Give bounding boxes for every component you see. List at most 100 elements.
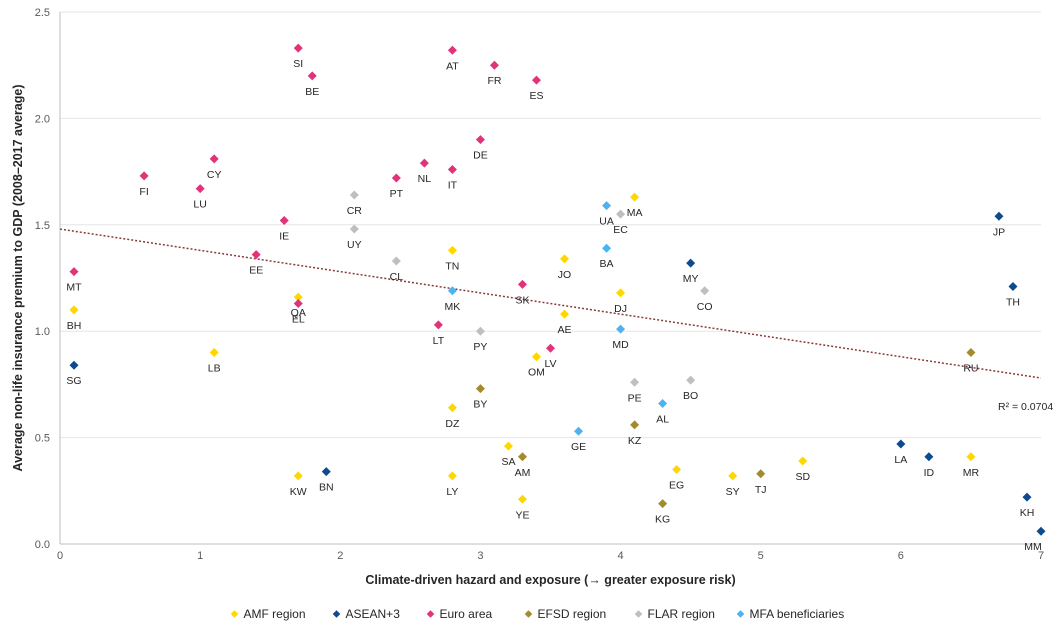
point-label-kg: KG bbox=[655, 514, 670, 526]
point-label-lu: LU bbox=[193, 199, 206, 211]
point-label-sg: SG bbox=[66, 375, 81, 387]
point-label-qa: QA bbox=[291, 307, 306, 319]
data-point-dj bbox=[616, 288, 626, 298]
point-label-pt: PT bbox=[390, 188, 404, 200]
legend-item-mfa-beneficiaries: MFA beneficiaries bbox=[736, 607, 845, 621]
point-label-kz: KZ bbox=[628, 435, 642, 447]
data-points bbox=[69, 43, 1046, 536]
data-point-mk bbox=[447, 286, 457, 296]
point-label-id: ID bbox=[924, 467, 935, 479]
point-label-fi: FI bbox=[139, 186, 148, 198]
data-point-by bbox=[475, 384, 485, 394]
r-squared-label: R² = 0.0704 bbox=[998, 401, 1053, 413]
data-point-fi bbox=[139, 171, 149, 181]
data-point-bh bbox=[69, 305, 79, 315]
data-point-el bbox=[293, 299, 303, 309]
point-label-mm: MM bbox=[1024, 541, 1042, 553]
data-point-cy bbox=[209, 154, 219, 164]
point-label-ie: IE bbox=[279, 231, 289, 243]
data-point-ae bbox=[560, 309, 570, 319]
y-tick-label: 1.5 bbox=[35, 220, 50, 232]
data-point-dz bbox=[447, 403, 457, 413]
point-label-ec: EC bbox=[613, 224, 628, 236]
data-point-lu bbox=[195, 184, 205, 194]
data-point-uy bbox=[349, 224, 359, 234]
point-label-cl: CL bbox=[390, 271, 404, 283]
point-label-dz: DZ bbox=[445, 418, 460, 430]
data-point-ly bbox=[447, 471, 457, 481]
legend-marker bbox=[634, 610, 643, 618]
data-point-kw bbox=[293, 471, 303, 481]
y-tick-label: 0.0 bbox=[35, 539, 50, 551]
grid-lines bbox=[60, 11, 1041, 439]
data-point-be bbox=[307, 71, 317, 81]
data-point-la bbox=[896, 439, 906, 449]
data-point-mt bbox=[69, 267, 79, 277]
legend: AMF region ASEAN+3 Euro area EFSD region FLA… bbox=[230, 607, 845, 621]
y-axis-label: Average non-life insurance premium to GD… bbox=[11, 85, 25, 472]
legend-item-flar-region: FLAR region bbox=[634, 607, 715, 621]
data-point-bn bbox=[321, 467, 331, 477]
data-point-th bbox=[1008, 282, 1018, 292]
x-tick-label: 2 bbox=[337, 550, 343, 562]
data-point-cl bbox=[391, 256, 401, 266]
point-label-cy: CY bbox=[207, 169, 222, 181]
data-point-my bbox=[686, 258, 696, 268]
data-point-ua bbox=[602, 201, 612, 211]
data-point-am bbox=[517, 452, 527, 462]
data-point-lb bbox=[209, 347, 219, 357]
legend-marker bbox=[524, 610, 533, 618]
legend-label: Euro area bbox=[440, 607, 493, 621]
point-label-ma: MA bbox=[627, 207, 643, 219]
data-point-de bbox=[475, 135, 485, 145]
point-label-mr: MR bbox=[963, 467, 980, 479]
legend-label: MFA beneficiaries bbox=[750, 607, 845, 621]
point-label-bh: BH bbox=[67, 320, 82, 332]
y-tick-label: 2.0 bbox=[35, 113, 50, 125]
data-point-pt bbox=[391, 173, 401, 183]
data-point-kz bbox=[630, 420, 640, 430]
point-label-co: CO bbox=[697, 301, 713, 313]
data-point-kg bbox=[658, 499, 668, 509]
y-tick-label: 0.5 bbox=[35, 433, 50, 445]
y-tick-label: 1.0 bbox=[35, 326, 50, 338]
point-label-ye: YE bbox=[515, 509, 529, 521]
point-label-sk: SK bbox=[515, 294, 529, 306]
legend-marker bbox=[426, 610, 435, 618]
data-point-id bbox=[924, 452, 934, 462]
point-label-lv: LV bbox=[544, 358, 556, 370]
axes bbox=[59, 12, 1041, 545]
data-point-pe bbox=[630, 377, 640, 387]
legend-item-asean-3: ASEAN+3 bbox=[332, 607, 400, 621]
data-point-lt bbox=[433, 320, 443, 330]
data-point-si bbox=[293, 43, 303, 53]
data-point-cr bbox=[349, 190, 359, 200]
point-label-py: PY bbox=[473, 341, 487, 353]
data-point-al bbox=[658, 399, 668, 409]
point-label-nl: NL bbox=[418, 173, 432, 185]
point-label-sy: SY bbox=[726, 486, 740, 498]
data-point-ba bbox=[602, 243, 612, 253]
point-label-ba: BA bbox=[600, 258, 614, 270]
data-point-ru bbox=[966, 347, 976, 357]
data-point-nl bbox=[419, 158, 429, 168]
data-point-sk bbox=[517, 279, 527, 289]
legend-label: AMF region bbox=[244, 607, 306, 621]
point-label-bo: BO bbox=[683, 390, 698, 402]
point-label-th: TH bbox=[1006, 297, 1020, 309]
data-point-mm bbox=[1036, 526, 1046, 536]
point-label-at: AT bbox=[446, 60, 459, 72]
point-label-cr: CR bbox=[347, 205, 363, 217]
data-point-sa bbox=[503, 441, 513, 451]
data-point-it bbox=[447, 164, 457, 174]
point-label-ge: GE bbox=[571, 441, 586, 453]
x-tick-label: 6 bbox=[898, 550, 904, 562]
trendline bbox=[59, 228, 1042, 379]
point-label-sa: SA bbox=[501, 456, 515, 468]
legend-marker bbox=[332, 610, 341, 618]
data-point-jo bbox=[560, 254, 570, 264]
data-point-md bbox=[616, 324, 626, 334]
point-label-kw: KW bbox=[290, 486, 307, 498]
